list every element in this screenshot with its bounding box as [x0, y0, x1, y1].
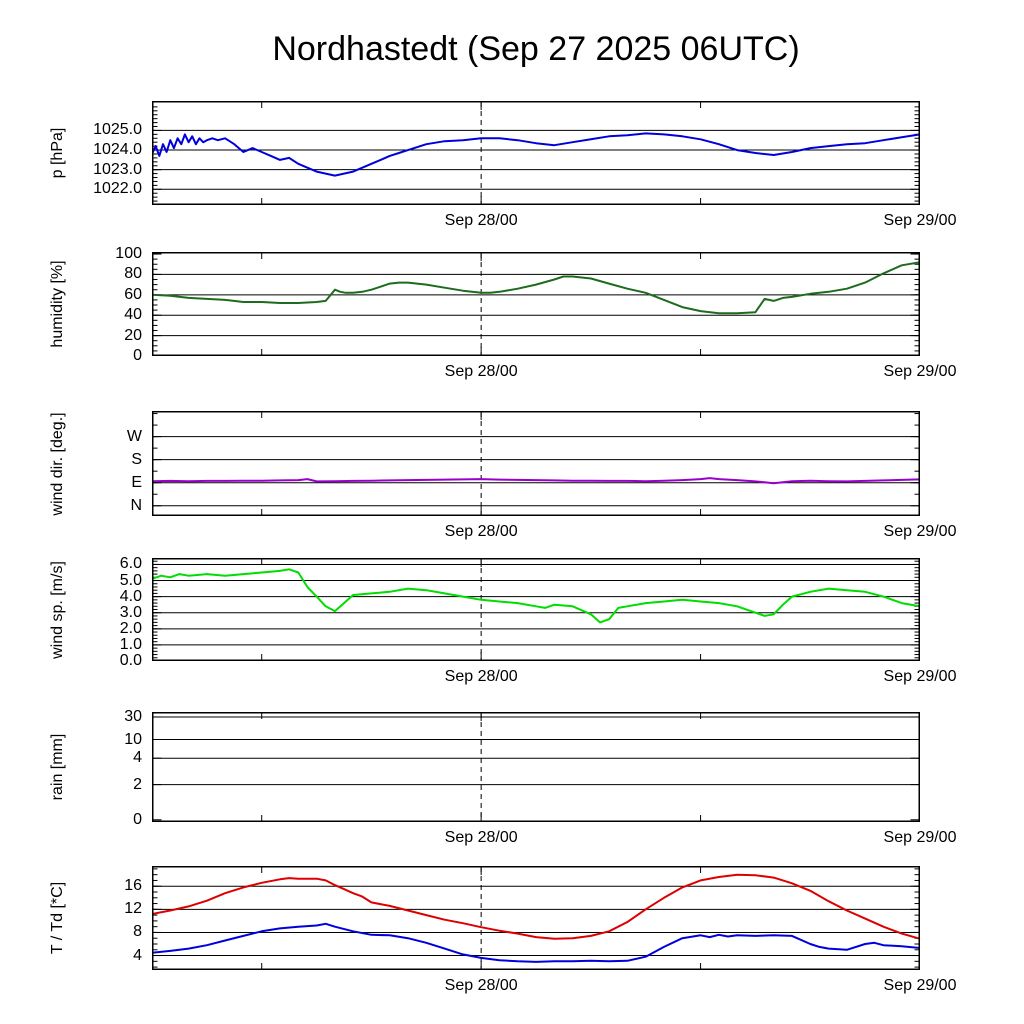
plot-area-temperature [152, 866, 920, 970]
y-tick-label-temperature: 8 [133, 923, 142, 941]
plot-area-humidity [152, 252, 920, 356]
x-tick-label-pressure: Sep 28/00 [444, 212, 518, 229]
y-tick-label-wind-speed: 5.0 [119, 571, 142, 589]
x-tick-label-wind-direction: Sep 28/00 [444, 523, 518, 540]
y-tick-label-pressure: 1024.0 [93, 141, 142, 159]
series-wind-speed [152, 568, 920, 624]
y-tick-label-humidity: 80 [124, 265, 142, 283]
y-tick-label-rain: 4 [133, 749, 142, 767]
panel-humidity: humidity [%] 0 20 40 60 80 100 Sep 28/00 Sep 29/… [0, 245, 1024, 390]
plot-area-wind-direction [152, 411, 920, 516]
y-tick-label-rain: 30 [124, 707, 142, 725]
y-tick-label-humidity: 20 [124, 326, 142, 344]
y-tick-label-wind-direction: S [131, 450, 142, 468]
plot-frame [152, 712, 920, 822]
chart-title: Nordhastedt (Sep 27 2025 06UTC) [272, 30, 800, 68]
y-tick-label-temperature: 4 [133, 946, 142, 964]
plot-area-rain [152, 712, 920, 822]
x-tick-label-temperature: Sep 28/00 [444, 977, 518, 994]
y-tick-label-wind-speed: 6.0 [119, 555, 142, 573]
y-tick-label-wind-direction: E [131, 473, 142, 491]
plot-frame [152, 866, 920, 970]
plot-area-wind-speed [152, 558, 920, 661]
panel-pressure: p [hPa] 1022.0 1023.0 1024.0 1025.0 Sep 28/00… [0, 101, 1024, 239]
y-tick-label-humidity: 40 [124, 306, 142, 324]
y-tick-label-wind-direction: W [126, 427, 142, 445]
y-tick-label-rain: 2 [133, 775, 142, 793]
y-tick-label-pressure: 1022.0 [93, 180, 142, 198]
y-tick-label-wind-speed: 3.0 [119, 603, 142, 621]
y-tick-label-wind-speed: 2.0 [119, 619, 142, 637]
y-tick-label-wind-speed: 1.0 [119, 635, 142, 653]
panel-wind-speed: wind sp. [m/s] 0.0 1.0 2.0 3.0 4.0 5.0 6.0 Sep 2… [0, 555, 1024, 695]
y-tick-label-temperature: 16 [124, 877, 142, 895]
y-tick-label-humidity: 60 [124, 285, 142, 303]
y-tick-label-wind-direction: N [130, 496, 142, 514]
series-wind-direction [152, 477, 920, 485]
panel-rain: rain [mm] 0 2 4 10 30 Sep 28/00 Sep 29/00 [0, 708, 1024, 856]
x-tick-label-temperature: Sep 29/00 [883, 977, 957, 994]
series-humidity [152, 261, 920, 315]
x-tick-label-wind-direction: Sep 29/00 [883, 523, 957, 540]
plot-frame [152, 411, 920, 516]
plot-frame [152, 101, 920, 205]
series-pressure [152, 132, 920, 177]
x-tick-label-wind-speed: Sep 28/00 [444, 668, 518, 685]
y-tick-label-wind-speed: 4.0 [119, 587, 142, 605]
x-tick-label-rain: Sep 29/00 [883, 829, 957, 846]
x-tick-label-pressure: Sep 29/00 [883, 212, 957, 229]
series-dewpoint [152, 922, 920, 963]
y-tick-label-wind-speed: 0.0 [119, 652, 142, 669]
y-tick-label-pressure: 1023.0 [93, 160, 142, 178]
y-tick-label-humidity: 0 [133, 347, 142, 364]
x-tick-label-wind-speed: Sep 29/00 [883, 668, 957, 685]
y-tick-label-temperature: 12 [124, 900, 142, 918]
plot-frame [152, 558, 920, 661]
x-tick-label-humidity: Sep 29/00 [883, 363, 957, 380]
x-tick-label-rain: Sep 28/00 [444, 829, 518, 846]
panel-wind-direction: wind dir. [deg.] N E S W Sep 28/00 Sep 29/00 [0, 411, 1024, 550]
y-tick-label-pressure: 1025.0 [93, 121, 142, 139]
y-tick-label-rain: 0 [133, 810, 142, 828]
x-tick-label-humidity: Sep 28/00 [444, 363, 518, 380]
series-temperature [152, 873, 920, 940]
y-tick-label-rain: 10 [124, 730, 142, 748]
panel-temperature: T / Td [*C] 4 8 12 16 Sep 28/00 Sep 29/00 [0, 866, 1024, 1004]
plot-area-pressure [152, 101, 920, 205]
y-tick-label-humidity: 100 [115, 245, 142, 263]
plot-frame [152, 252, 920, 356]
